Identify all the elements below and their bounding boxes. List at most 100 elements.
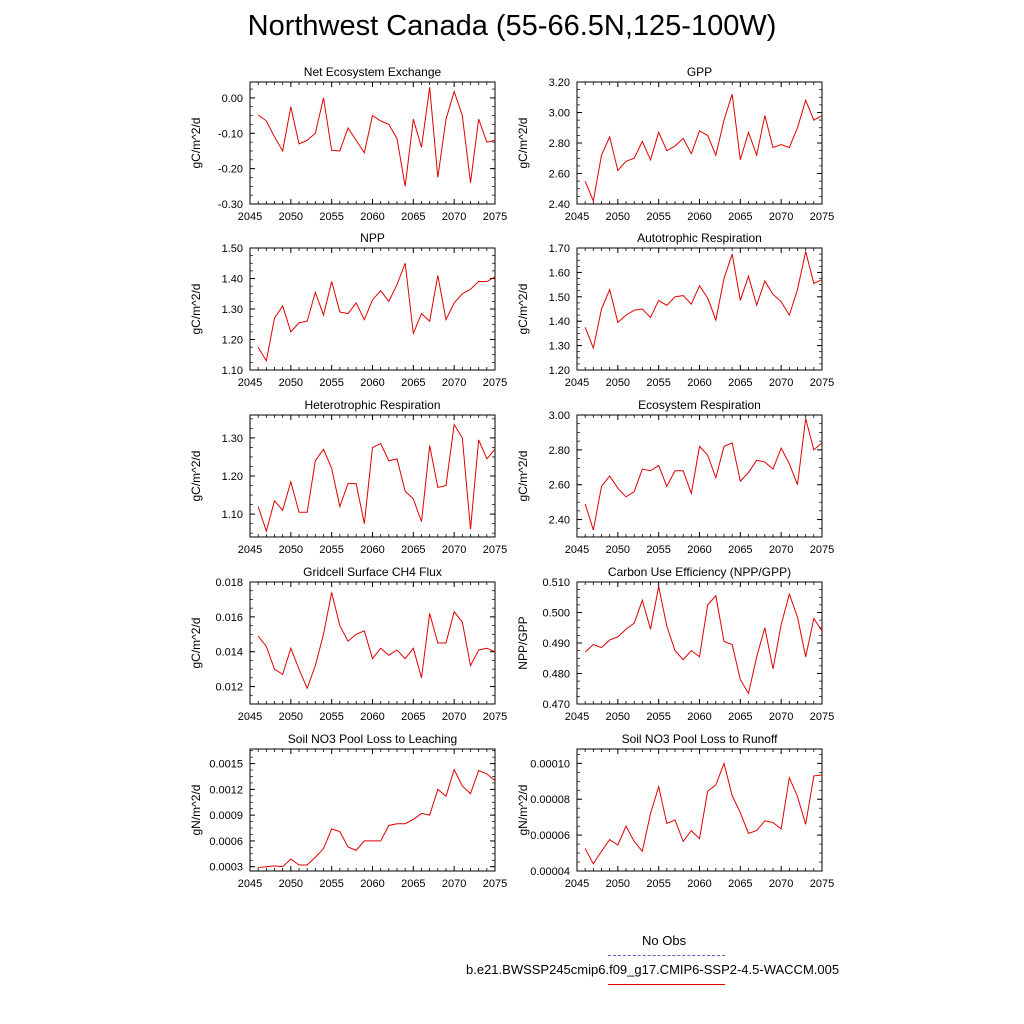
x-tick-label: 2055 [319,544,343,556]
x-tick-label: 2050 [279,878,303,890]
plot-frame [249,581,496,705]
x-tick-label: 2075 [810,711,834,723]
panel-title: Carbon Use Efficiency (NPP/GPP) [608,565,791,579]
y-tick-label: 0.490 [542,638,570,650]
y-tick-label: 0.00010 [530,758,570,770]
y-tick-label: 1.70 [549,243,570,255]
y-tick-label: 3.00 [549,108,570,120]
y-tick-label: 0.012 [215,682,243,694]
x-tick-label: 2070 [442,711,466,723]
x-tick-label: 2065 [401,544,425,556]
series-line-carbon-use-efficiency-npp-gpp [584,586,823,695]
x-tick-label: 2070 [442,878,466,890]
panel-npp: NPP gC/m^2/d 2045 2050 2055 2060 2065 2070 2075 1… [189,231,507,389]
panel-gridcell-surface-ch4-flux: Gridcell Surface CH4 Flux gC/m^2/d 2045 205… [189,565,507,723]
plot-frame [576,581,823,705]
x-tick-label: 2055 [646,878,670,890]
panel-title: Heterotrophic Respiration [304,398,440,412]
y-axis-label: gN/m^2/d [516,785,530,836]
panel-title: Ecosystem Respiration [638,398,761,412]
y-tick-label: 0.0012 [209,784,243,796]
y-axis-label: gC/m^2/d [516,451,530,502]
y-tick-label: 0.0015 [209,759,243,771]
y-axis-label: gC/m^2/d [189,451,203,502]
y-tick-label: 0.470 [542,699,570,711]
series-line-autotrophic-respiration [584,251,823,350]
y-tick-label: 1.40 [222,274,243,286]
x-tick-label: 2060 [687,377,711,389]
x-tick-label: 2045 [565,211,589,223]
series-line-npp [257,263,496,363]
panel-title: Soil NO3 Pool Loss to Leaching [288,732,457,746]
x-tick-label: 2065 [401,377,425,389]
y-tick-label: -0.10 [218,128,243,140]
x-tick-label: 2075 [810,878,834,890]
x-tick-label: 2060 [687,544,711,556]
panel-autotrophic-respiration: Autotrophic Respiration gC/m^2/d 2045 2050 2… [516,231,834,389]
y-axis-label: gC/m^2/d [189,284,203,335]
y-tick-label: 1.10 [222,365,243,377]
series-line-net-ecosystem-exchange [257,87,496,187]
x-tick-label: 2060 [360,211,384,223]
x-tick-label: 2045 [238,211,262,223]
y-tick-label: 1.20 [222,335,243,347]
x-tick-label: 2060 [360,377,384,389]
x-tick-label: 2060 [360,544,384,556]
x-tick-label: 2055 [646,211,670,223]
x-tick-label: 2050 [606,878,630,890]
series-line-soil-no3-pool-loss-to-runoff [584,761,823,865]
y-tick-label: 0.0003 [209,862,243,874]
x-tick-label: 2070 [442,377,466,389]
x-tick-label: 2070 [769,544,793,556]
y-tick-label: 1.50 [549,292,570,304]
y-tick-label: 2.40 [549,515,570,527]
panel-title: GPP [687,65,712,79]
x-tick-label: 2050 [606,211,630,223]
plot-frame [576,414,823,538]
panel-heterotrophic-respiration: Heterotrophic Respiration gC/m^2/d 2045 205… [189,398,507,556]
x-tick-label: 2045 [565,377,589,389]
x-tick-label: 2070 [769,211,793,223]
y-tick-label: 1.30 [549,341,570,353]
x-tick-label: 2050 [606,377,630,389]
x-tick-label: 2045 [565,544,589,556]
y-tick-label: 2.60 [549,480,570,492]
y-tick-label: 3.20 [549,77,570,89]
x-tick-label: 2050 [606,544,630,556]
x-tick-label: 2070 [769,878,793,890]
y-tick-label: -0.20 [218,164,243,176]
x-tick-label: 2045 [238,711,262,723]
x-tick-label: 2050 [279,711,303,723]
x-tick-label: 2060 [687,711,711,723]
panel-title: Soil NO3 Pool Loss to Runoff [622,732,779,746]
plot-frame [249,247,496,371]
y-tick-label: 1.10 [222,509,243,521]
panel-soil-no3-pool-loss-to-runoff: Soil NO3 Pool Loss to Runoff gN/m^2/d 2045… [516,732,834,890]
x-tick-label: 2075 [483,377,507,389]
y-axis-label: gC/m^2/d [516,118,530,169]
x-tick-label: 2050 [279,377,303,389]
y-tick-label: 0.480 [542,669,570,681]
x-tick-label: 2055 [646,544,670,556]
y-axis-label: gN/m^2/d [189,785,203,836]
x-tick-label: 2055 [319,377,343,389]
x-tick-label: 2065 [728,211,752,223]
y-tick-label: 0.018 [215,577,243,589]
y-axis-label: gC/m^2/d [189,618,203,669]
y-axis-label: gC/m^2/d [189,118,203,169]
x-tick-label: 2075 [483,544,507,556]
x-tick-label: 2050 [279,544,303,556]
x-tick-label: 2045 [238,878,262,890]
y-tick-label: 0.016 [215,612,243,624]
x-tick-label: 2075 [483,211,507,223]
x-tick-label: 2075 [483,711,507,723]
x-tick-label: 2055 [646,377,670,389]
x-tick-label: 2045 [238,544,262,556]
x-tick-label: 2070 [442,211,466,223]
y-tick-label: 0.510 [542,577,570,589]
y-tick-label: 1.60 [549,267,570,279]
y-tick-label: 1.30 [222,304,243,316]
x-tick-label: 2045 [238,377,262,389]
page-title: Northwest Canada (55-66.5N,125-100W) [247,10,777,42]
